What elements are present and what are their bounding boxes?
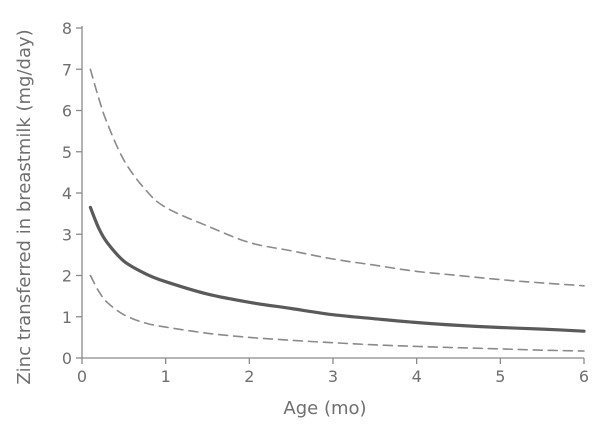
y-tick-label: 2 bbox=[62, 267, 72, 286]
upper-bound-line bbox=[89, 68, 585, 287]
x-tick-label: 1 bbox=[161, 367, 171, 386]
y-tick-label: 5 bbox=[62, 143, 72, 162]
y-tick-label: 3 bbox=[62, 225, 72, 244]
x-tick-label: 6 bbox=[579, 367, 589, 386]
x-tick-label: 5 bbox=[495, 367, 505, 386]
x-ticks: 0 1 2 3 4 5 6 bbox=[77, 358, 589, 386]
y-tick-label: 0 bbox=[62, 349, 72, 368]
x-tick-label: 3 bbox=[328, 367, 338, 386]
y-tick-label: 4 bbox=[62, 184, 72, 203]
axes bbox=[81, 26, 584, 359]
y-tick-label: 1 bbox=[62, 308, 72, 327]
x-tick-label: 2 bbox=[244, 367, 254, 386]
y-tick-label: 6 bbox=[62, 102, 72, 121]
y-ticks: 0 1 2 3 4 5 6 7 8 bbox=[62, 19, 82, 368]
y-tick-label: 7 bbox=[62, 60, 72, 79]
mean-line bbox=[88, 205, 586, 333]
y-axis-title: Zinc transferred in breastmilk (mg/day) bbox=[14, 29, 35, 384]
lower-bound-line bbox=[89, 274, 585, 352]
x-axis-title: Age (mo) bbox=[283, 398, 366, 419]
y-tick-label: 8 bbox=[62, 19, 72, 38]
x-tick-label: 4 bbox=[412, 367, 422, 386]
x-tick-label: 0 bbox=[77, 367, 87, 386]
series-layer bbox=[88, 68, 586, 352]
